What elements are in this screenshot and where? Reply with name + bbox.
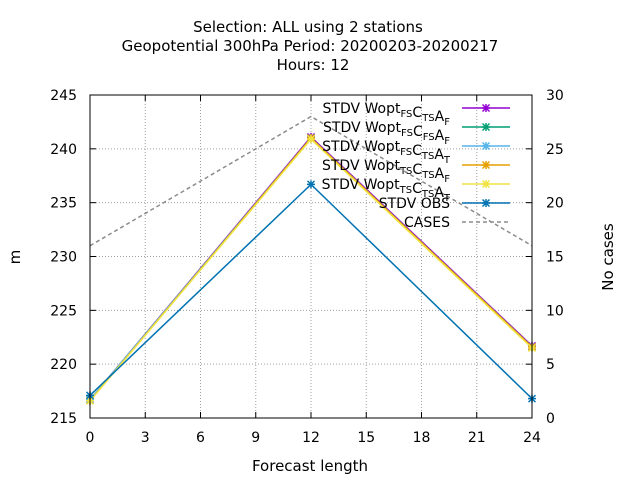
y2-tick-label: 10 bbox=[546, 303, 564, 319]
legend-entry-2: STDV WoptFSCTSAT bbox=[322, 139, 510, 166]
x-tick-label: 18 bbox=[413, 430, 431, 446]
legend-label-subscript: FS bbox=[401, 128, 413, 139]
legend-label-text: A bbox=[434, 147, 444, 163]
x-tick-label: 0 bbox=[86, 430, 95, 446]
x-tick-label: 3 bbox=[141, 430, 150, 446]
legend-label-subscript: FS bbox=[400, 147, 412, 158]
legend-label-subscript: TS bbox=[421, 151, 434, 162]
legend-marker bbox=[481, 141, 491, 151]
legend-label: STDV WoptFSCTSAF bbox=[323, 101, 451, 128]
legend-entry-4: STDV WoptTSCTSAT bbox=[322, 177, 510, 204]
y-tick-label: 235 bbox=[50, 196, 77, 212]
chart-title: Selection: ALL using 2 stations Geopoten… bbox=[122, 18, 499, 74]
y-tick-label: 215 bbox=[50, 411, 77, 427]
legend-label-subscript: T bbox=[443, 155, 451, 166]
series-line bbox=[89, 136, 533, 401]
data-point bbox=[306, 180, 316, 189]
legend-label-subscript: FS bbox=[423, 132, 435, 143]
legend-label-text: A bbox=[435, 109, 445, 125]
legend-label-text: A bbox=[435, 166, 445, 182]
y-tick-label: 230 bbox=[50, 250, 77, 266]
grid bbox=[90, 95, 532, 418]
y2-tick-label: 15 bbox=[546, 250, 564, 266]
legend-label-subscript: F bbox=[444, 117, 450, 128]
x-tick-label: 12 bbox=[302, 430, 320, 446]
legend-label-subscript: TS bbox=[421, 113, 434, 124]
legend-label-subscript: TS bbox=[399, 185, 412, 196]
legend-label-subscript: FS bbox=[400, 109, 412, 120]
legend-label-subscript: F bbox=[444, 136, 450, 147]
y-tick-label: 225 bbox=[50, 303, 77, 319]
legend-label: STDV WoptTSCTSAT bbox=[322, 177, 451, 204]
legend-marker bbox=[481, 122, 491, 132]
legend-entry-3: STDV WoptTSCTSAF bbox=[322, 158, 510, 185]
legend-label-text: CASES bbox=[404, 215, 450, 231]
legend-label-text: C bbox=[413, 124, 423, 140]
legend-label-text: C bbox=[412, 162, 422, 178]
y2-tick-label: 30 bbox=[546, 88, 564, 104]
x-tick-label: 9 bbox=[251, 430, 260, 446]
series-1 bbox=[85, 134, 537, 404]
x-tick-label: 21 bbox=[468, 430, 486, 446]
series-6 bbox=[89, 115, 533, 247]
legend-label-subscript: TS bbox=[399, 166, 412, 177]
x-tick-label: 24 bbox=[523, 430, 541, 446]
legend-marker bbox=[481, 179, 491, 189]
legend-label: STDV WoptFSCTSAT bbox=[322, 139, 451, 166]
series-5 bbox=[85, 180, 537, 403]
title-line-1: Selection: ALL using 2 stations bbox=[193, 18, 423, 36]
legend-marker bbox=[481, 103, 491, 113]
y2-tick-label: 5 bbox=[546, 357, 555, 373]
x-tick-label: 6 bbox=[196, 430, 205, 446]
y2-axis-label: No cases bbox=[599, 223, 617, 291]
legend-label-text: STDV Wopt bbox=[323, 120, 401, 136]
y2-tick-label: 0 bbox=[546, 411, 555, 427]
legend-label: STDV WoptTSCTSAF bbox=[322, 158, 450, 185]
legend-label-text: C bbox=[412, 105, 422, 121]
legend-label: CASES bbox=[404, 215, 450, 231]
legend-label: STDV OBS bbox=[379, 196, 450, 212]
legend-label-subscript: TS bbox=[421, 189, 434, 200]
legend-marker bbox=[481, 198, 491, 208]
legend-label-text: STDV Wopt bbox=[322, 139, 400, 155]
series-line bbox=[89, 115, 533, 247]
legend-label-text: C bbox=[412, 181, 422, 197]
legend-label-text: STDV OBS bbox=[379, 196, 450, 212]
data-point bbox=[306, 135, 316, 144]
legend-label-text: C bbox=[412, 143, 422, 159]
y-tick-label: 220 bbox=[50, 357, 77, 373]
legend-marker bbox=[481, 160, 491, 170]
y-axis-label: m bbox=[6, 250, 24, 265]
legend-label-text: A bbox=[434, 185, 444, 201]
legend-label-text: A bbox=[435, 128, 445, 144]
legend-label-text: STDV Wopt bbox=[323, 101, 401, 117]
legend-entry-5: STDV OBS bbox=[379, 196, 510, 212]
legend-label-subscript: TS bbox=[421, 170, 434, 181]
plot-series bbox=[85, 115, 537, 405]
legend-label-text: STDV Wopt bbox=[322, 177, 400, 193]
y2-tick-label: 20 bbox=[546, 196, 564, 212]
title-line-2: Geopotential 300hPa Period: 20200203-202… bbox=[122, 37, 499, 55]
y2-tick-label: 25 bbox=[546, 142, 564, 158]
series-line bbox=[89, 183, 533, 400]
axis-ticks: 0 3 6 9 12 15 18 21 24 215 220 225 230 235 240 245 0 5 10 1… bbox=[50, 88, 564, 446]
y-tick-label: 240 bbox=[50, 142, 77, 158]
title-line-3: Hours: 12 bbox=[277, 56, 350, 74]
series-2 bbox=[85, 134, 537, 404]
legend-label-text: STDV Wopt bbox=[322, 158, 400, 174]
y-tick-label: 245 bbox=[50, 88, 77, 104]
x-tick-label: 15 bbox=[357, 430, 375, 446]
legend-label: STDV WoptFSCFSAF bbox=[323, 120, 450, 147]
x-axis-label: Forecast length bbox=[252, 457, 368, 475]
legend-label-subscript: F bbox=[444, 174, 450, 185]
legend-entry-1: STDV WoptFSCFSAF bbox=[323, 120, 510, 147]
legend-entry-6: CASES bbox=[404, 215, 510, 231]
legend-label-subscript: T bbox=[443, 193, 451, 204]
legend-entry-0: STDV WoptFSCTSAF bbox=[323, 101, 510, 128]
series-line bbox=[89, 136, 533, 401]
